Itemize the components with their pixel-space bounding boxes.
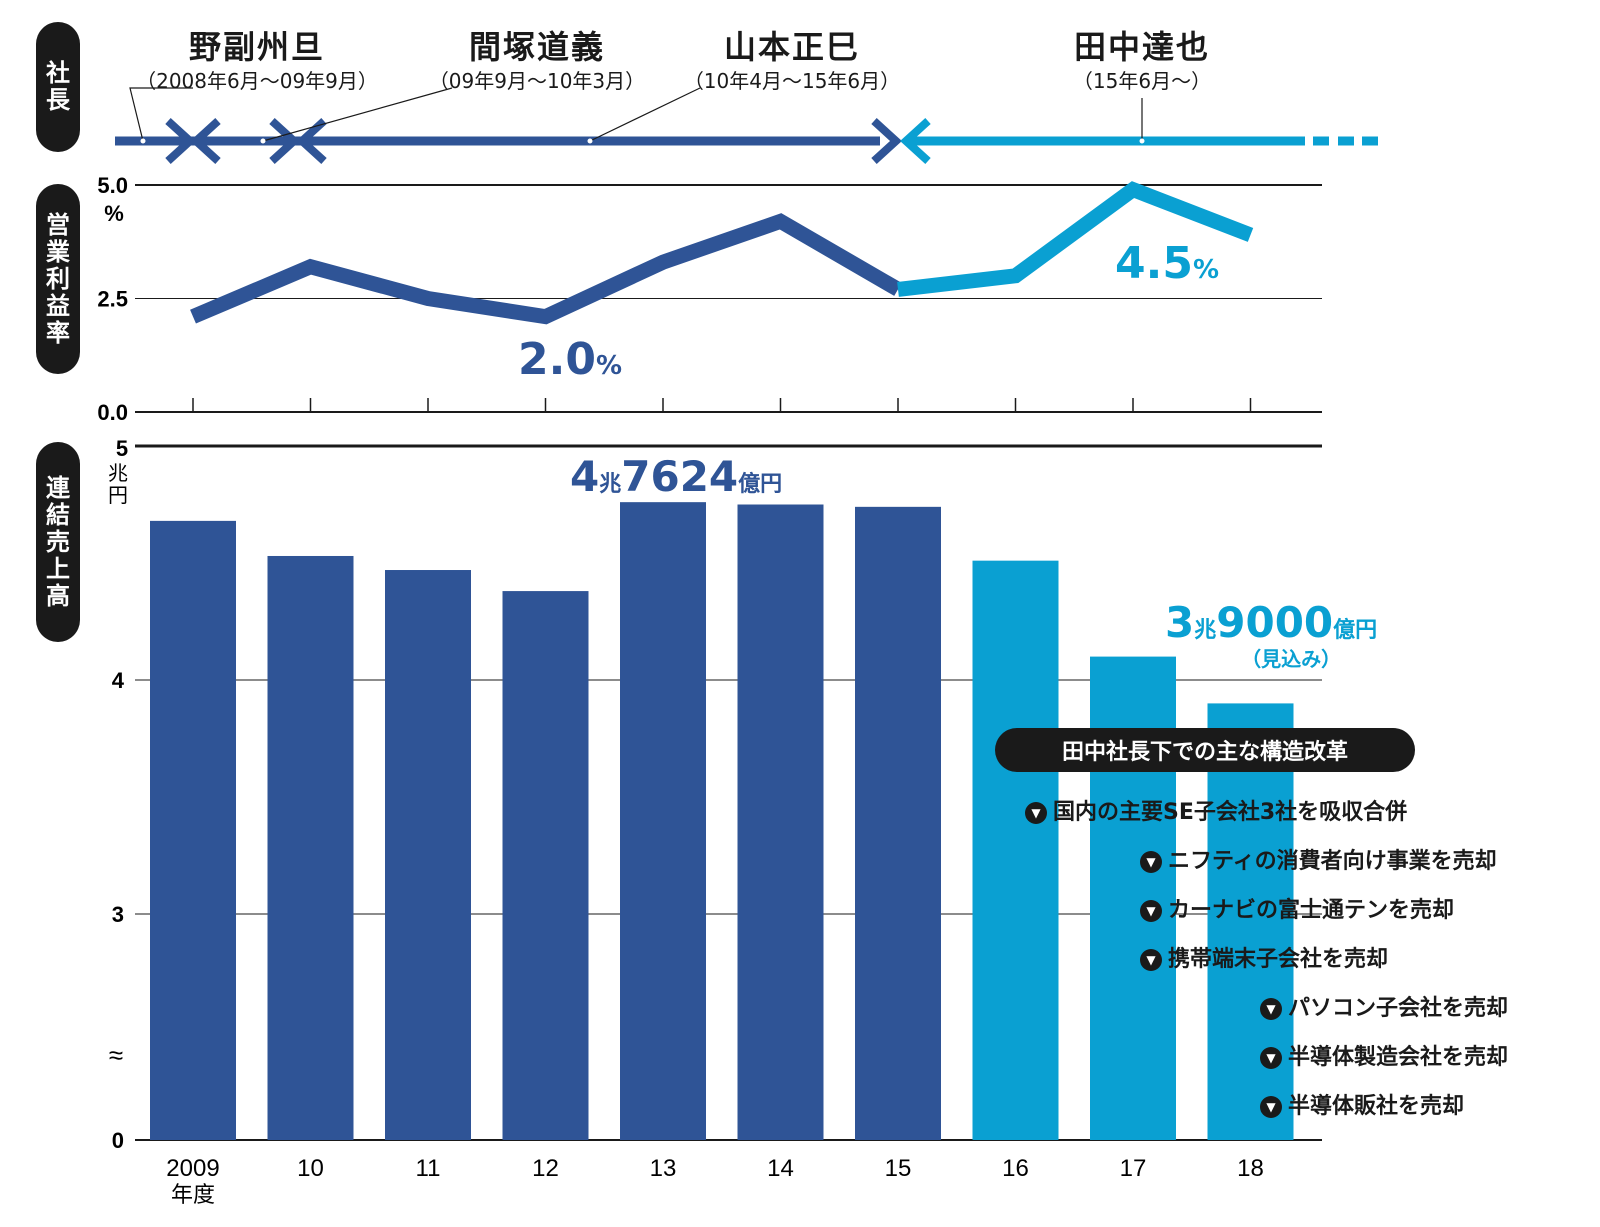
y-tick-label: 0	[112, 1128, 124, 1153]
y-unit-label: 円	[108, 485, 128, 507]
reform-item: ▼ ニフティの消費者向け事業を売却	[1140, 843, 1497, 875]
triangle-down-icon: ▼	[1260, 1047, 1282, 1069]
y-tick-label: 5	[116, 436, 128, 461]
triangle-down-icon: ▼	[1140, 900, 1162, 922]
timeline-dot	[140, 138, 146, 144]
sales-bar	[737, 504, 824, 1140]
president-label: 社長	[36, 22, 80, 152]
y-unit-label: %	[104, 201, 124, 226]
axis-break-icon: ≈	[109, 1040, 123, 1070]
triangle-down-icon: ▼	[1140, 851, 1162, 873]
y-tick-label: 0.0	[97, 400, 128, 425]
president-term: （09年9月〜10年3月）	[428, 69, 646, 93]
triangle-down-icon: ▼	[1260, 1096, 1282, 1118]
x-tick-label: 14	[767, 1155, 794, 1182]
sales-label: 連結売上高	[36, 442, 80, 642]
sales-bar	[972, 560, 1059, 1140]
triangle-down-icon: ▼	[1260, 998, 1282, 1020]
margin-line-dark	[190, 213, 902, 325]
president-name: 野副州旦	[188, 28, 325, 66]
margin-line-light	[897, 181, 1254, 297]
sales-bar	[855, 506, 941, 1141]
triangle-down-icon: ▼	[1025, 802, 1047, 824]
timeline-dot	[1139, 138, 1145, 144]
president-name: 間塚道義	[468, 28, 605, 66]
leader-line	[589, 87, 701, 142]
sales-bar	[502, 591, 589, 1140]
arrow-left-icon	[900, 118, 931, 164]
sales-high-callout: 4兆7624億円	[570, 452, 783, 501]
reform-item: ▼ 半導体製造会社を売却	[1260, 1039, 1508, 1071]
president-name: 田中達也	[1073, 28, 1210, 66]
x-tick-label: 15	[885, 1155, 912, 1182]
president-term: （15年6月〜）	[1072, 69, 1212, 93]
timeline-dot	[260, 138, 266, 144]
sales-low-callout: 3兆9000億円 （見込み）	[1165, 598, 1378, 671]
x-axis-unit-label: 年度	[171, 1182, 215, 1207]
reform-item: ▼ 国内の主要SE子会社3社を吸収合併	[1025, 794, 1407, 826]
timeline-dot	[587, 138, 593, 144]
leader-line	[129, 87, 193, 142]
sales-bar	[150, 520, 236, 1140]
sales-bar	[620, 502, 706, 1140]
margin-low-callout: 2.0%	[518, 334, 623, 385]
president-term: （2008年6月〜09年9月）	[136, 69, 378, 93]
arrow-left-icon	[296, 118, 327, 164]
y-tick-label: 2.5	[97, 287, 128, 312]
margin-high-callout: 4.5%	[1115, 238, 1220, 289]
reform-item: ▼ 半導体販社を売却	[1260, 1088, 1464, 1120]
y-tick-label: 5.0	[97, 173, 128, 198]
x-tick-label: 12	[532, 1155, 559, 1182]
x-tick-label: 11	[416, 1155, 441, 1182]
x-tick-label: 17	[1120, 1155, 1147, 1182]
reform-item: ▼ パソコン子会社を売却	[1260, 990, 1508, 1022]
x-tick-label: 13	[650, 1155, 677, 1182]
x-tick-label: 2009	[166, 1155, 219, 1182]
arrow-left-icon	[190, 118, 221, 164]
x-tick-label: 10	[297, 1155, 324, 1182]
reform-item: ▼ 携帯端末子会社を売却	[1140, 941, 1388, 973]
arrow-right-icon	[871, 118, 902, 164]
x-tick-label: 18	[1237, 1155, 1264, 1182]
arrow-right-icon	[269, 118, 300, 164]
leader-line	[262, 87, 453, 142]
reform-item: ▼ カーナビの富士通テンを売却	[1140, 892, 1454, 924]
triangle-down-icon: ▼	[1140, 949, 1162, 971]
y-unit-label: 兆	[108, 462, 128, 485]
x-tick-label: 16	[1002, 1155, 1029, 1182]
reforms-title: 田中社長下での主な構造改革	[995, 728, 1415, 772]
sales-bar	[1207, 703, 1294, 1140]
president-name: 山本正巳	[723, 28, 860, 66]
sales-bar	[267, 555, 354, 1140]
y-tick-label: 3	[112, 902, 124, 927]
y-tick-label: 4	[112, 668, 125, 693]
president-term: （10年4月〜15年6月）	[683, 69, 901, 93]
sales-bar	[385, 570, 471, 1140]
margin-label: 営業利益率	[36, 184, 80, 374]
arrow-right-icon	[165, 118, 196, 164]
